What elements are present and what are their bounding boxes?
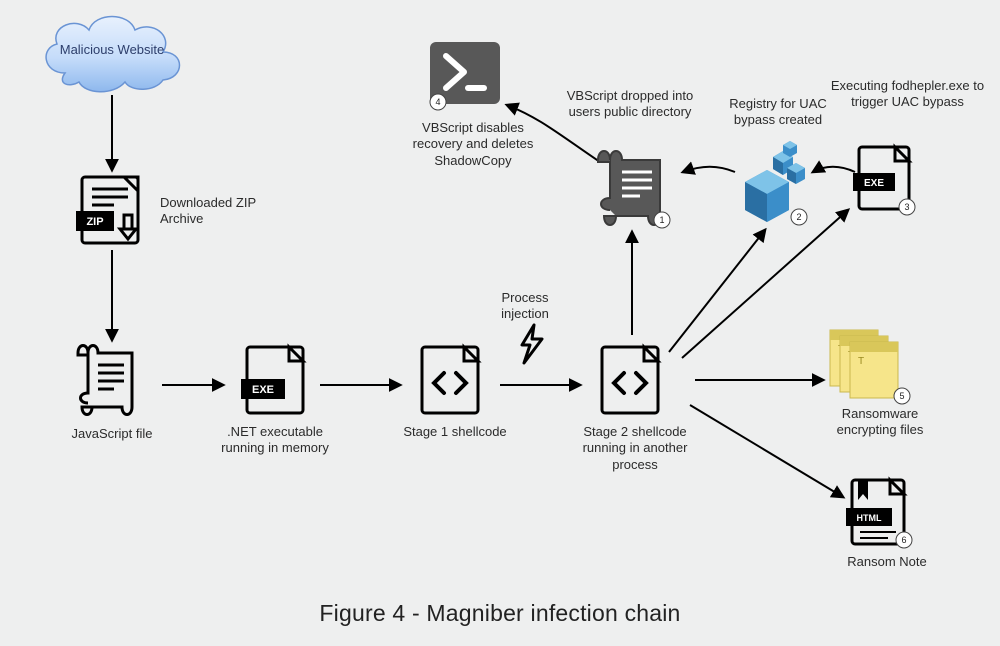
badge-4: 4 — [435, 97, 440, 107]
ransomware-notes-icon: T T T 5 — [830, 330, 910, 404]
lightning-icon — [522, 325, 542, 363]
stage1-code-icon — [422, 347, 478, 413]
edge-stage2-registry — [669, 230, 765, 352]
edge-exe-registry — [813, 167, 855, 172]
cloud-label: Malicious Website — [42, 42, 182, 57]
figure-caption: Figure 4 - Magniber infection chain — [0, 600, 1000, 627]
edge-registry-scroll1 — [683, 167, 735, 172]
badge-2: 2 — [796, 212, 801, 222]
dotnet-exe-icon: EXE — [241, 347, 303, 413]
dotnet-label: .NET executable running in memory — [205, 424, 345, 457]
svg-text:ZIP: ZIP — [86, 216, 103, 228]
zip-file-icon: ZIP — [76, 177, 138, 243]
powershell-label: VBScript disables recovery and deletes S… — [398, 120, 548, 169]
svg-text:T: T — [858, 356, 864, 367]
stage1-label: Stage 1 shellcode — [403, 424, 506, 440]
registry-icon: 2 — [745, 141, 807, 225]
js-scroll-icon — [78, 346, 132, 415]
zip-label: Downloaded ZIP Archive — [160, 195, 260, 228]
svg-text:EXE: EXE — [864, 178, 884, 189]
badge-3: 3 — [904, 202, 909, 212]
injection-label: Process injection — [490, 290, 560, 323]
badge-1: 1 — [659, 215, 664, 225]
ransomware-label: Ransomware encrypting files — [815, 406, 945, 439]
html-file-icon: HTML 6 — [846, 480, 912, 548]
fodhelper-exe-icon: EXE 3 — [853, 147, 915, 215]
vbscript-drop-label: VBScript dropped into users public direc… — [555, 88, 705, 121]
fodhelper-label: Executing fodhepler.exe to trigger UAC b… — [830, 78, 985, 111]
powershell-icon: 4 — [430, 42, 500, 110]
registry-label: Registry for UAC bypass created — [718, 96, 838, 129]
badge-6: 6 — [901, 535, 906, 545]
vbscript-scroll-icon: 1 — [598, 151, 670, 228]
ransom-note-label: Ransom Note — [847, 554, 926, 570]
stage2-code-icon — [602, 347, 658, 413]
js-label: JavaScript file — [72, 426, 153, 442]
svg-text:EXE: EXE — [252, 384, 274, 396]
svg-text:HTML: HTML — [857, 513, 882, 523]
edge-stage2-exe — [682, 210, 848, 358]
stage2-label: Stage 2 shellcode running in another pro… — [560, 424, 710, 473]
